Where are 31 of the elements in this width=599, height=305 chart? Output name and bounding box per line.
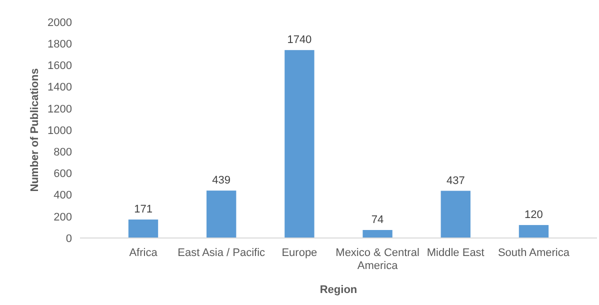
x-axis-title: Region bbox=[320, 284, 358, 296]
x-tick-label: Africa bbox=[129, 247, 158, 259]
x-tick-label: Mexico & Central America bbox=[336, 247, 420, 272]
y-tick-label: 1000 bbox=[48, 124, 72, 137]
data-label: 437 bbox=[446, 174, 465, 187]
y-tick-label: 200 bbox=[54, 211, 72, 224]
bar bbox=[128, 220, 158, 238]
bar bbox=[440, 190, 470, 238]
data-label: 120 bbox=[524, 209, 543, 222]
y-tick-label: 1200 bbox=[48, 103, 72, 116]
y-tick-label: 800 bbox=[54, 146, 72, 158]
x-tick-label: Middle East bbox=[426, 247, 484, 259]
data-label: 439 bbox=[212, 174, 231, 187]
bar bbox=[362, 230, 392, 238]
data-label: 171 bbox=[134, 204, 152, 216]
data-label: 1740 bbox=[287, 34, 312, 46]
y-tick-label: 1400 bbox=[48, 82, 72, 94]
y-tick-label: 0 bbox=[66, 232, 72, 245]
x-tick-label: South America bbox=[498, 247, 570, 259]
x-tick-label: East Asia / Pacific bbox=[178, 247, 266, 259]
bar bbox=[518, 225, 549, 238]
bar bbox=[284, 50, 314, 238]
y-tick-label: 2000 bbox=[48, 16, 72, 29]
y-tick-label: 600 bbox=[54, 168, 72, 180]
y-tick-label: 1800 bbox=[48, 38, 72, 50]
y-tick-label: 400 bbox=[54, 190, 72, 202]
y-tick-label: 1600 bbox=[48, 60, 72, 72]
data-label: 74 bbox=[371, 214, 384, 226]
x-tick-label: Europe bbox=[282, 247, 318, 259]
y-axis-title: Number of Publications bbox=[29, 68, 41, 192]
bar bbox=[206, 190, 236, 238]
